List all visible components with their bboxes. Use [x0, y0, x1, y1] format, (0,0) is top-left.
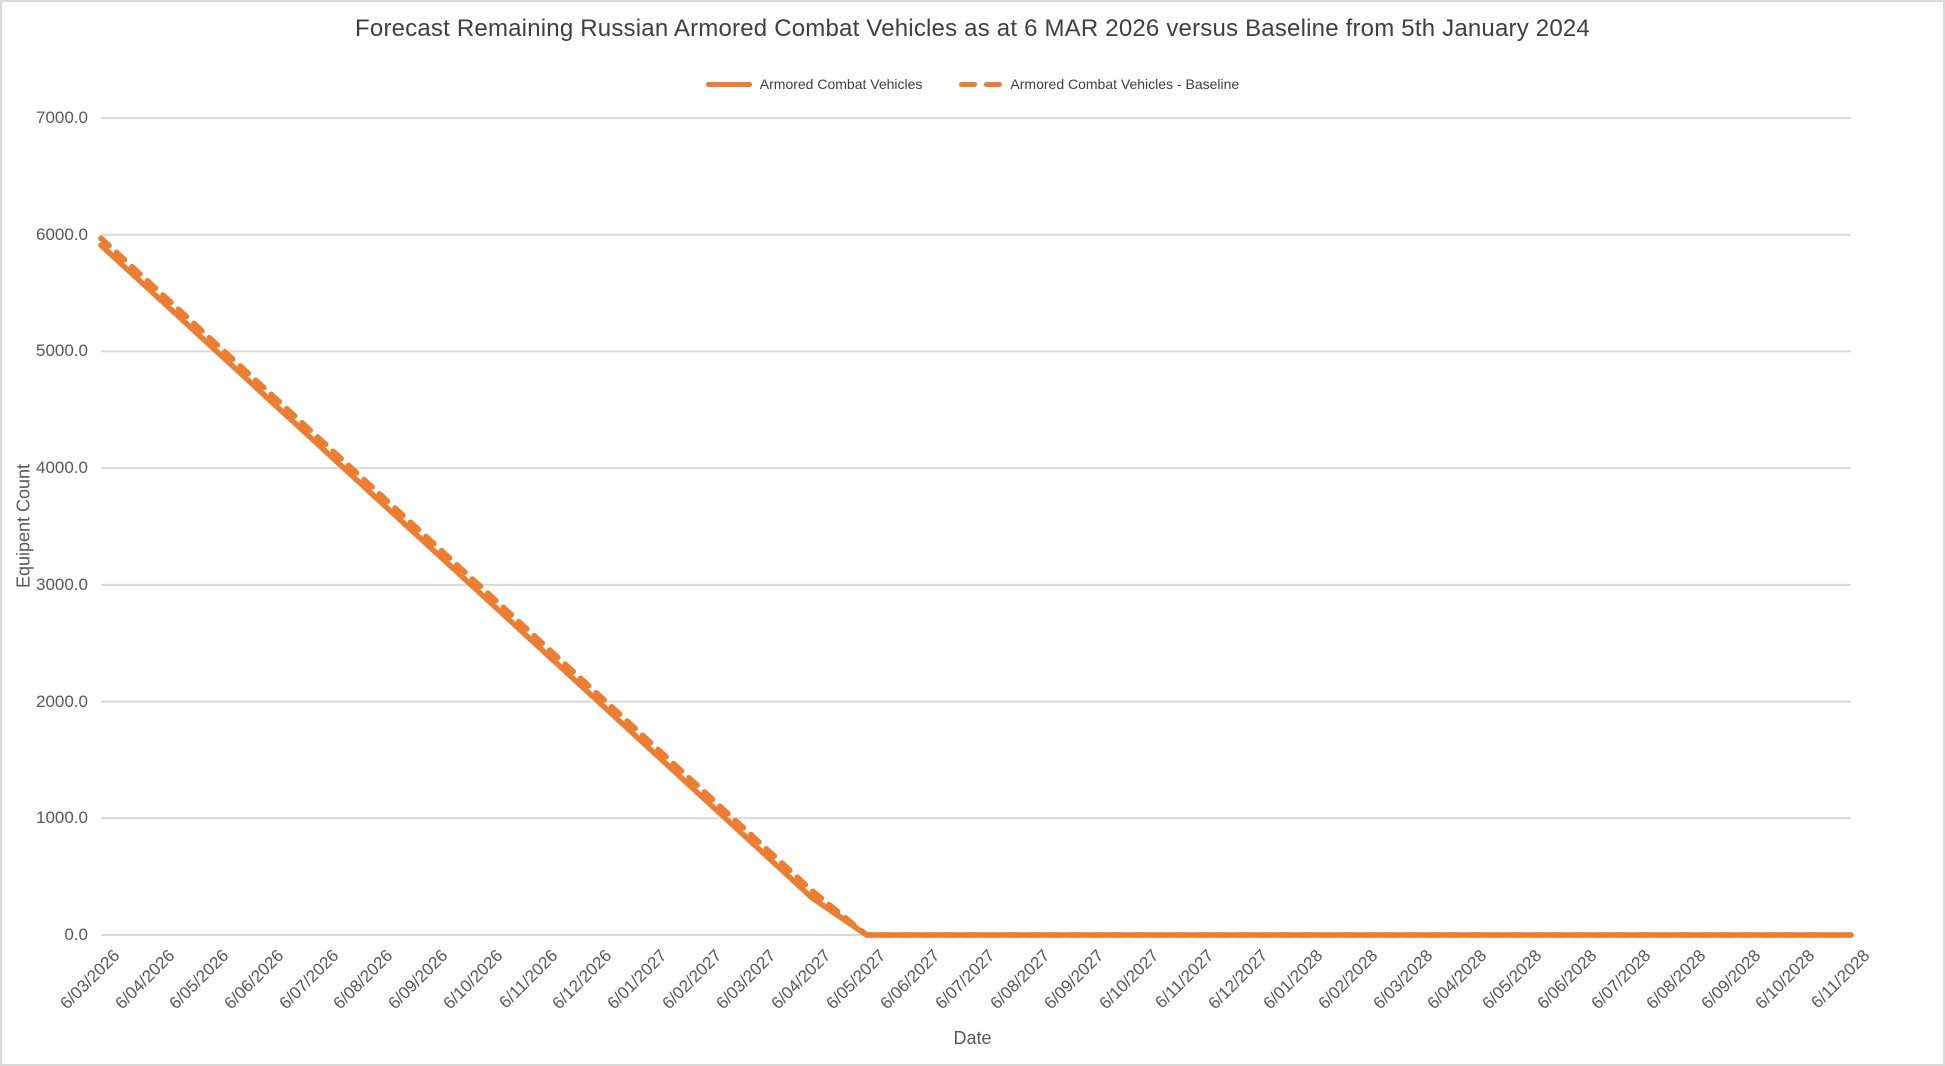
legend-label-armored-combat-vehicles: Armored Combat Vehicles	[759, 76, 923, 92]
y-tick-label: 3000.0	[36, 574, 88, 594]
series-line-dashed	[98, 235, 1854, 938]
y-tick-label: 1000.0	[36, 808, 88, 828]
solid-line-swatch-icon	[705, 81, 752, 87]
y-tick-label: 2000.0	[36, 691, 88, 711]
legend-label-baseline: Armored Combat Vehicles - Baseline	[1010, 76, 1240, 92]
y-tick-label: 4000.0	[36, 458, 88, 478]
y-tick-label: 0.0	[64, 925, 88, 944]
x-axis-title: Date	[953, 1028, 992, 1048]
y-tick-label: 5000.0	[36, 341, 88, 361]
legend-item-baseline: Armored Combat Vehicles - Baseline	[959, 76, 1239, 92]
y-tick-label: 7000.0	[36, 108, 88, 127]
legend-item-armored-combat-vehicles: Armored Combat Vehicles	[705, 76, 923, 92]
chart-title: Forecast Remaining Russian Armored Comba…	[355, 15, 1590, 42]
y-tick-label: 6000.0	[36, 224, 88, 244]
dashed-line-swatch-icon	[959, 81, 1003, 87]
series-line-solid	[98, 242, 1854, 938]
legend: Armored Combat Vehicles Armored Combat V…	[2, 72, 1943, 96]
